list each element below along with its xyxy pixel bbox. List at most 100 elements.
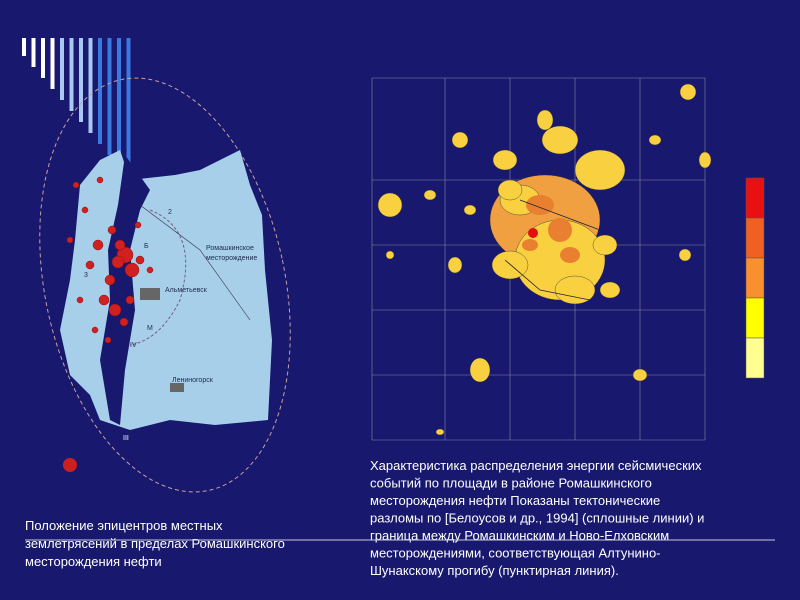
right-caption: Характеристика распределения энергии сей… — [370, 458, 704, 578]
epicenter — [124, 262, 140, 278]
map-label: V — [118, 291, 123, 298]
energy-area — [698, 151, 712, 169]
energy-area — [526, 195, 554, 215]
fault-line — [139, 204, 251, 321]
energy-area — [447, 256, 463, 274]
stripe — [69, 38, 74, 111]
energy-area — [451, 131, 469, 149]
color-scale — [745, 177, 765, 379]
epicenters — [66, 176, 154, 344]
map-label: IV — [130, 342, 137, 349]
energy-area — [599, 281, 621, 299]
epicenter — [528, 228, 538, 238]
energy-area — [679, 83, 697, 101]
caption-line: месторождения нефти Показаны тектоническ… — [370, 493, 660, 508]
map-label: 3 — [84, 272, 88, 279]
map-label: Альметьевск — [165, 287, 208, 294]
epicenter — [72, 181, 80, 189]
stripe — [107, 38, 112, 155]
stripe — [126, 38, 131, 177]
energy-area — [548, 218, 572, 242]
energy-area — [541, 125, 579, 155]
energy-area — [469, 357, 491, 383]
decor-stripes — [22, 38, 131, 177]
scale-step — [745, 217, 765, 259]
epicenter — [104, 274, 116, 286]
map-label: М — [147, 325, 153, 332]
energy-area — [678, 248, 692, 262]
epicenter — [96, 176, 104, 184]
energy-area — [648, 134, 662, 146]
fault-line — [129, 209, 187, 346]
epicenter — [111, 255, 125, 269]
caption-line: Шунакскому прогибу (пунктирная линия). — [370, 563, 619, 578]
energy-area — [435, 428, 445, 436]
epicenter — [66, 236, 74, 244]
energy-area — [463, 204, 477, 216]
stripe — [41, 38, 45, 78]
epicenter — [134, 221, 142, 229]
epicenter — [125, 295, 135, 305]
fault-line — [504, 199, 601, 301]
map-label: Б — [144, 243, 149, 250]
map-label: 2 — [168, 209, 172, 216]
epicenter — [98, 294, 110, 306]
scale-step — [745, 297, 765, 339]
epicenter — [92, 239, 104, 251]
caption-line: граница между Ромашкинским и Ново-Елховс… — [370, 528, 669, 543]
energy-area — [592, 234, 618, 256]
energy-area — [377, 192, 403, 218]
energy-area — [554, 275, 596, 305]
map-label: Ромашкинское — [206, 245, 254, 252]
energy-area — [423, 189, 437, 201]
stripe — [79, 38, 83, 122]
energy-area — [497, 179, 523, 201]
epicenter — [135, 255, 145, 265]
epicenter — [81, 206, 89, 214]
caption-line: Положение эпицентров местных — [25, 518, 223, 533]
epicenter — [85, 260, 95, 270]
energy-area — [574, 149, 626, 191]
epicenter — [114, 239, 126, 251]
epicenter — [119, 317, 129, 327]
energy-area — [385, 250, 395, 260]
map-label: Лениногорск — [172, 377, 214, 384]
legend-symbol — [63, 458, 77, 472]
stripe — [50, 38, 55, 89]
caption-line: месторождениями, соответствующая Алтунин… — [370, 546, 661, 561]
energy-area — [492, 149, 518, 171]
epicenter — [108, 303, 122, 317]
scale-step — [745, 177, 765, 219]
stripe — [88, 38, 93, 133]
map-label: III — [123, 435, 129, 442]
epicenter — [146, 266, 154, 274]
energy-area — [632, 368, 648, 382]
stripe — [22, 38, 26, 56]
map-label: месторождение — [206, 255, 257, 262]
energy-area — [536, 109, 554, 131]
energy-area — [560, 247, 580, 263]
stripe — [98, 38, 102, 144]
epicenter — [76, 296, 84, 304]
energy-area — [522, 239, 538, 251]
epicenter — [107, 225, 117, 235]
epicenter — [104, 336, 112, 344]
river — [100, 155, 150, 425]
left-map: Ромашкинское месторождение Альметьевск Л… — [39, 77, 291, 493]
scale-step — [745, 337, 765, 379]
city-block — [170, 383, 184, 392]
stripe — [117, 38, 121, 166]
right-map — [371, 77, 765, 441]
city-block — [140, 288, 160, 300]
energy-areas — [377, 83, 712, 436]
scale-step — [745, 257, 765, 299]
caption-line: землетрясений в пределах Ромашкинского — [25, 536, 285, 551]
caption-line: событий по площади в районе Ромашкинског… — [370, 476, 652, 491]
epicenter — [91, 326, 99, 334]
stripe — [60, 38, 64, 100]
stripe — [31, 38, 36, 67]
caption-line: Характеристика распределения энергии сей… — [370, 458, 702, 473]
dashed-boundary — [39, 77, 291, 493]
caption-line: разломы по [Белоусов и др., 1994] (сплош… — [370, 511, 704, 526]
